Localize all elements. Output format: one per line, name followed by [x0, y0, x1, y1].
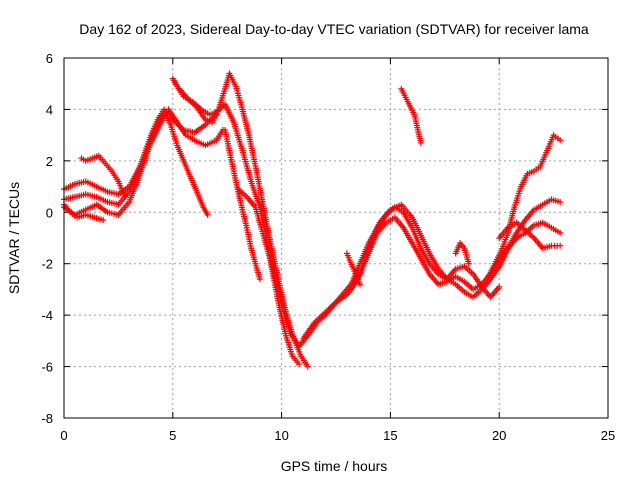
x-tick-label: 5 — [169, 428, 176, 443]
data-point — [204, 211, 211, 218]
y-axis-label: SDTVAR / TECUs — [6, 182, 22, 294]
plot-frame — [63, 57, 609, 419]
y-tick-label: -2 — [41, 257, 53, 272]
data-series — [176, 70, 311, 370]
data-series — [61, 201, 107, 223]
y-tick-label: -4 — [41, 308, 53, 323]
data-series — [222, 127, 263, 283]
y-tick-label: 4 — [46, 102, 53, 117]
data-point — [557, 242, 564, 249]
data-point — [256, 276, 263, 283]
x-tick-label: 0 — [60, 428, 67, 443]
data-point — [557, 137, 564, 144]
data-series — [300, 196, 564, 342]
data-series — [61, 106, 226, 208]
y-tick-label: -8 — [41, 411, 53, 426]
x-tick-label: 15 — [383, 428, 397, 443]
data-series — [343, 250, 363, 288]
data-point — [304, 363, 311, 370]
y-tick-label: 0 — [46, 205, 53, 220]
data-point — [296, 361, 303, 367]
x-tick-label: 20 — [492, 428, 506, 443]
data-series — [169, 75, 303, 367]
plot-area — [61, 70, 564, 370]
tick-labels: 0 5 10 15 20 25 -8 -6 -4 -2 0 2 4 6 — [41, 51, 615, 443]
x-tick-label: 25 — [601, 428, 615, 443]
data-point — [356, 281, 363, 288]
data-point — [417, 139, 424, 146]
data-point — [465, 260, 472, 267]
data-point — [121, 193, 128, 200]
data-point — [100, 217, 107, 223]
chart-title: Day 162 of 2023, Sidereal Day-to-day VTE… — [79, 21, 589, 37]
data-point — [496, 283, 503, 290]
x-tick-label: 10 — [274, 428, 288, 443]
data-series — [398, 85, 424, 146]
grid — [64, 58, 608, 418]
data-series — [496, 219, 564, 252]
data-series — [485, 132, 564, 280]
data-series — [78, 152, 128, 200]
axis-ticks — [63, 57, 609, 419]
data-series — [452, 240, 472, 267]
data-point — [557, 199, 564, 205]
y-tick-label: 2 — [46, 154, 53, 169]
data-point — [557, 229, 564, 236]
y-tick-label: -6 — [41, 360, 53, 375]
y-tick-label: 6 — [46, 51, 53, 66]
x-axis-label: GPS time / hours — [281, 458, 388, 474]
